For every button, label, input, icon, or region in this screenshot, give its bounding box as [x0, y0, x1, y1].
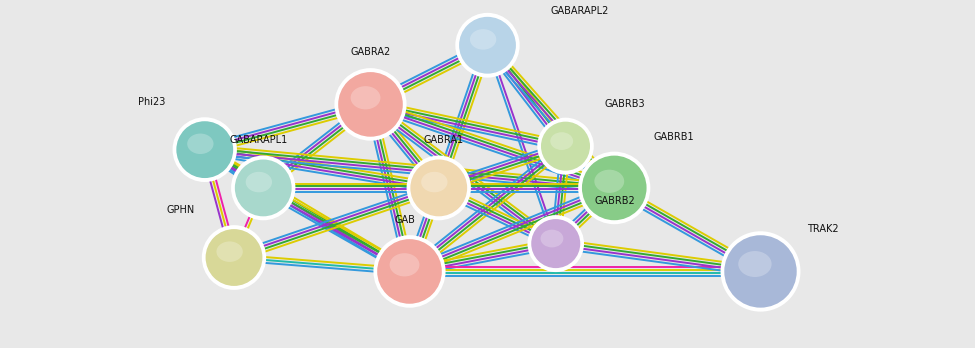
Ellipse shape [202, 225, 266, 290]
Ellipse shape [738, 251, 771, 277]
Ellipse shape [231, 156, 295, 220]
Ellipse shape [373, 235, 446, 308]
Text: GABRA2: GABRA2 [350, 47, 391, 57]
Ellipse shape [470, 29, 496, 50]
Ellipse shape [246, 172, 272, 192]
Ellipse shape [530, 218, 581, 269]
Ellipse shape [540, 230, 564, 247]
Ellipse shape [540, 121, 591, 172]
Ellipse shape [537, 118, 594, 175]
Text: GABARAPL1: GABARAPL1 [229, 135, 288, 145]
Ellipse shape [337, 71, 404, 137]
Ellipse shape [578, 152, 650, 224]
Ellipse shape [458, 16, 517, 74]
Text: GABRB1: GABRB1 [653, 132, 694, 142]
Ellipse shape [721, 231, 800, 311]
Ellipse shape [187, 134, 214, 154]
Ellipse shape [334, 68, 407, 141]
Text: GABRA1: GABRA1 [423, 135, 464, 145]
Text: Phi23: Phi23 [138, 97, 166, 107]
Ellipse shape [176, 120, 234, 179]
Ellipse shape [723, 235, 798, 308]
Ellipse shape [407, 156, 471, 220]
Ellipse shape [205, 228, 263, 287]
Ellipse shape [595, 170, 624, 193]
Ellipse shape [527, 215, 584, 272]
Text: GAB: GAB [394, 215, 415, 225]
Ellipse shape [421, 172, 448, 192]
Ellipse shape [234, 159, 292, 217]
Ellipse shape [376, 238, 443, 304]
Text: GABRB3: GABRB3 [604, 98, 645, 109]
Ellipse shape [216, 242, 243, 262]
Ellipse shape [550, 132, 573, 150]
Text: GABRB2: GABRB2 [595, 196, 636, 206]
Ellipse shape [390, 253, 419, 276]
Text: GPHN: GPHN [167, 205, 195, 215]
Text: TRAK2: TRAK2 [807, 224, 838, 235]
Ellipse shape [173, 117, 237, 182]
Text: GABARAPL2: GABARAPL2 [551, 6, 609, 16]
Ellipse shape [455, 13, 520, 78]
Ellipse shape [581, 155, 647, 221]
Ellipse shape [410, 159, 468, 217]
Ellipse shape [351, 86, 380, 109]
